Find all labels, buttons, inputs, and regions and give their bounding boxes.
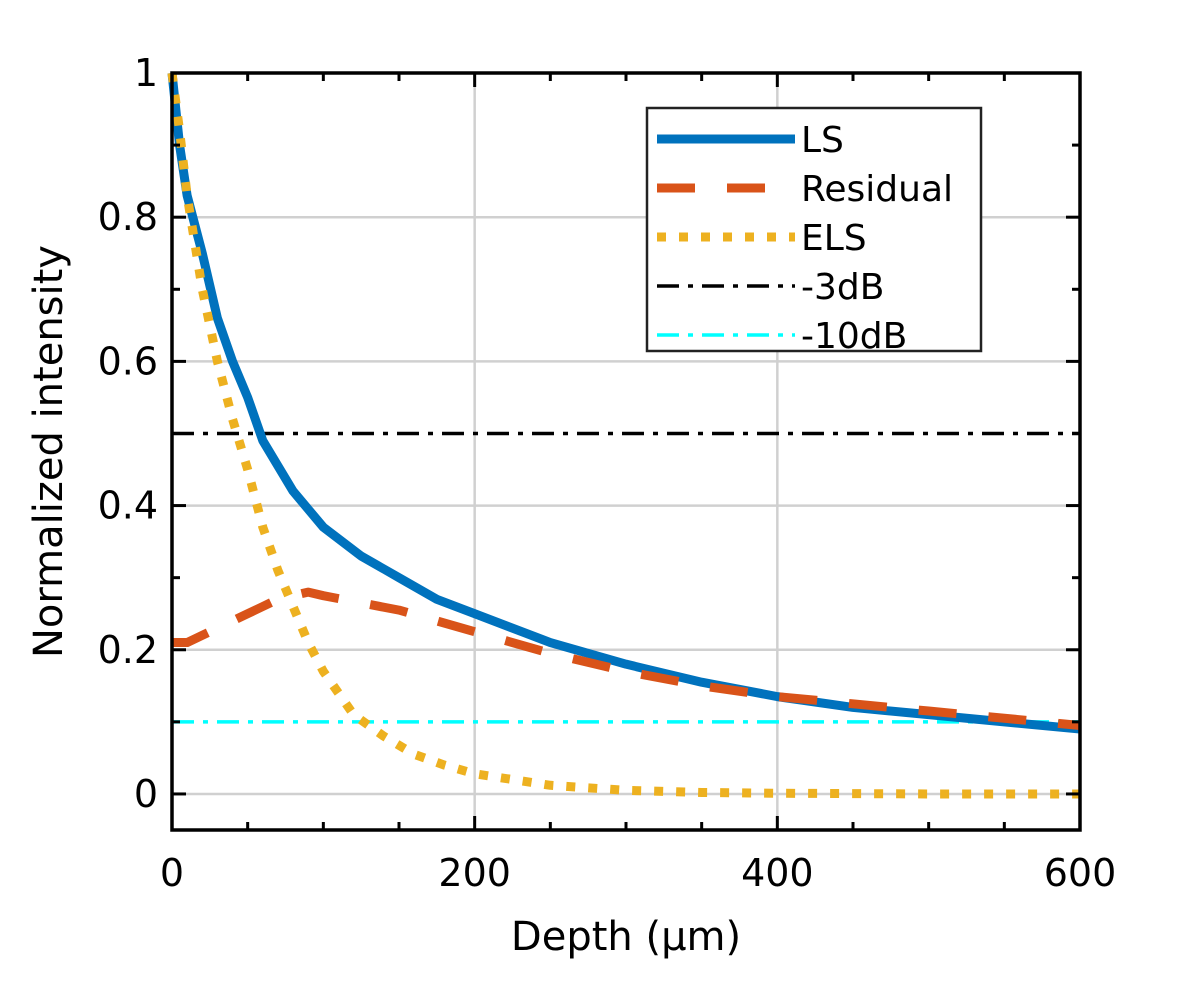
series-line-residual [172,587,1081,730]
x-axis-label: Depth (μm) [511,914,741,960]
legend-label: ELS [801,218,867,259]
y-axis-label: Normalized intensity [26,245,72,658]
legend-box [645,106,983,353]
plot-series [167,72,1081,799]
y-tick-label: 0.6 [98,339,158,383]
x-tick-label: 400 [741,851,814,895]
y-tick-label: 0.2 [98,628,158,672]
legend: LS Residual ELS -3dB -10dB [645,106,983,357]
axis-ticks [170,71,1082,830]
legend-label: LS [801,120,844,161]
y-tick-label: 0.8 [98,195,158,239]
series-line-els [167,72,1080,799]
legend-label: -10dB [801,316,907,357]
y-tick-label: 0 [134,772,158,816]
legend-label: Residual [801,169,953,210]
x-tick-label: 0 [160,851,184,895]
y-tick-label: 0.4 [98,484,158,528]
legend-label: -3dB [801,267,884,308]
tick-labels: 0 200 400 600 0 0.2 0.4 0.6 0.8 1 [98,51,1117,895]
x-tick-label: 600 [1044,851,1117,895]
x-tick-label: 200 [438,851,511,895]
y-tick-label: 1 [134,51,158,95]
